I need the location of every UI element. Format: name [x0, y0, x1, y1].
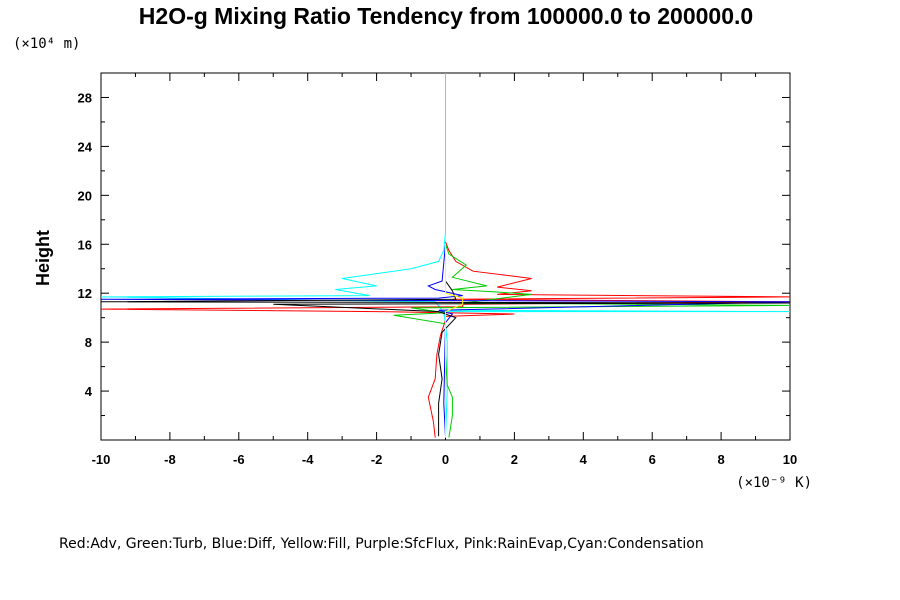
x-tick-label: 10: [783, 452, 797, 467]
y-tick-label: 24: [78, 139, 93, 154]
y-tick-label: 8: [85, 335, 92, 350]
x-tick-label: -2: [371, 452, 383, 467]
series-line: [393, 244, 791, 438]
series-line: [100, 280, 791, 437]
x-tick-label: 2: [511, 452, 518, 467]
x-unit-label: (×10⁻⁹ K): [736, 475, 812, 491]
y-unit-label: (×10⁴ m): [13, 36, 80, 52]
y-tick-label: 12: [78, 286, 92, 301]
y-axis-label: Height: [33, 230, 53, 286]
x-tick-label: -8: [164, 452, 176, 467]
y-tick-label: 20: [78, 188, 92, 203]
y-tick-label: 4: [85, 384, 93, 399]
legend-text: Red:Adv, Green:Turb, Blue:Diff, Yellow:F…: [59, 536, 704, 552]
series-line: [100, 241, 791, 438]
series-line: [445, 244, 464, 438]
x-tick-label: -6: [233, 452, 245, 467]
x-tick-label: -4: [302, 452, 314, 467]
chart-title: H2O-g Mixing Ratio Tendency from 100000.…: [139, 3, 753, 29]
y-tick-label: 28: [78, 90, 92, 105]
x-tick-label: 4: [580, 452, 588, 467]
x-tick-label: -10: [92, 452, 111, 467]
data-series: [100, 73, 791, 438]
x-tick-label: 6: [649, 452, 656, 467]
x-tick-label: 8: [717, 452, 724, 467]
y-tick-label: 16: [78, 237, 92, 252]
x-tick-label: 0: [442, 452, 449, 467]
